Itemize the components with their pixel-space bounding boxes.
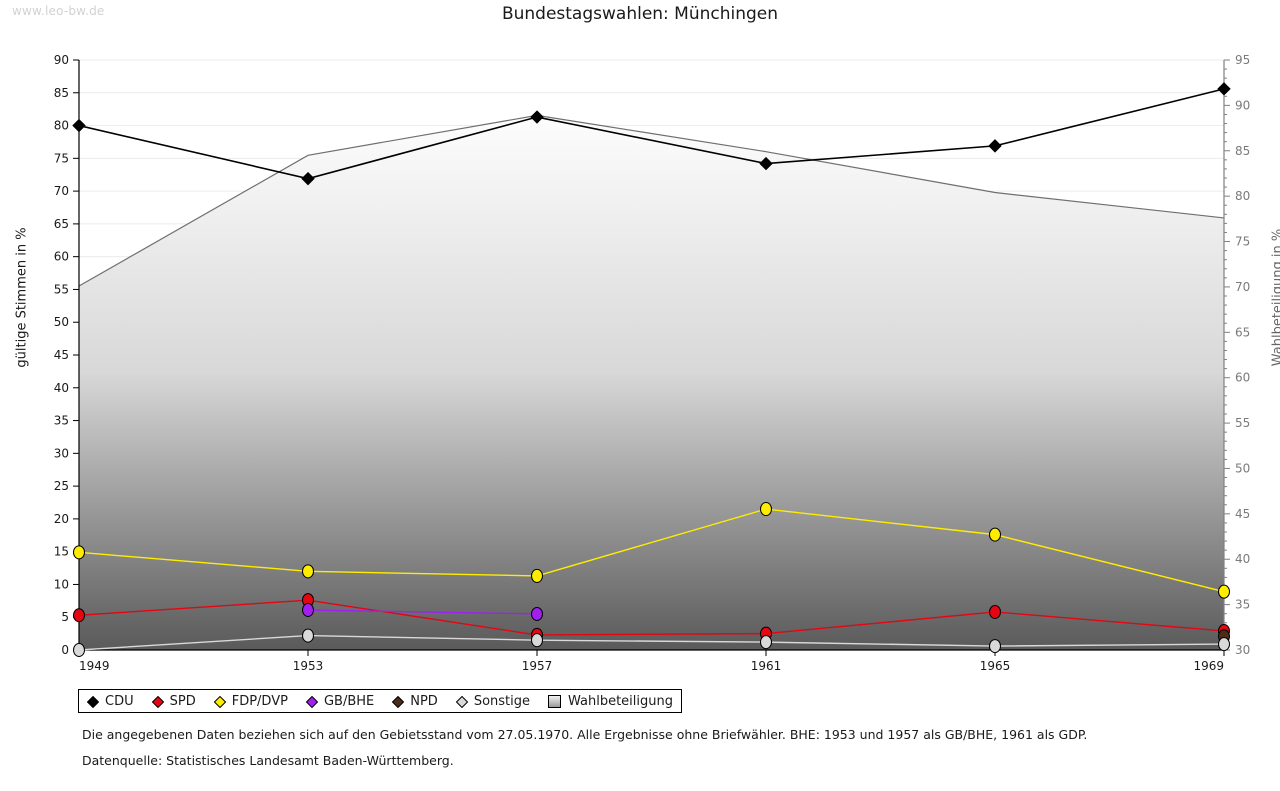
svg-text:30: 30 — [1235, 643, 1250, 657]
legend-square-icon — [548, 694, 561, 708]
svg-text:65: 65 — [54, 217, 69, 231]
legend-item-spd[interactable]: SPD — [151, 693, 196, 709]
svg-text:60: 60 — [1235, 371, 1250, 385]
svg-text:20: 20 — [54, 512, 69, 526]
svg-text:55: 55 — [54, 282, 69, 296]
legend-item-npd[interactable]: NPD — [392, 695, 438, 708]
legend-diamond-icon — [213, 695, 226, 708]
axis-tick-labels: 0 5 10 15 20 25 30 35 40 45 50 55 60 65 70 75 80 85 90 30 35… — [54, 53, 1251, 673]
legend-item-label: Sonstige — [473, 693, 530, 709]
note-datenquelle: Datenquelle: Statistisches Landesamt Bad… — [82, 753, 454, 768]
svg-text:1969: 1969 — [1193, 659, 1224, 673]
svg-text:90: 90 — [1235, 98, 1250, 112]
legend-item-sonstige[interactable]: Sonstige — [455, 693, 530, 709]
svg-text:40: 40 — [54, 381, 69, 395]
svg-text:0: 0 — [61, 643, 69, 657]
svg-text:50: 50 — [54, 315, 69, 329]
svg-text:85: 85 — [1235, 144, 1250, 158]
watermark: www.leo-bw.de — [12, 4, 105, 18]
svg-text:1957: 1957 — [522, 659, 553, 673]
svg-text:90: 90 — [54, 53, 69, 67]
svg-text:15: 15 — [54, 545, 69, 559]
svg-text:35: 35 — [1235, 598, 1250, 612]
legend-item-label: NPD — [410, 693, 438, 709]
svg-text:80: 80 — [1235, 189, 1250, 203]
wahlbeteiligung-area — [78, 114, 1225, 650]
svg-text:1953: 1953 — [293, 659, 324, 673]
legend-diamond-icon — [455, 695, 469, 708]
legend-item-fdp-dvp[interactable]: FDP/DVP — [213, 693, 288, 709]
page-title: Bundestagswahlen: Münchingen — [501, 4, 779, 24]
svg-text:10: 10 — [54, 577, 69, 591]
svg-text:40: 40 — [1235, 552, 1250, 566]
svg-text:1949: 1949 — [79, 659, 110, 673]
legend-diamond-icon — [86, 695, 100, 708]
svg-text:75: 75 — [54, 151, 69, 165]
svg-text:1961: 1961 — [751, 659, 782, 673]
chart-legend: CDU SPD FDP/DVP GB/BHE NPD Sonstige Wahlbeteil… — [78, 689, 683, 713]
legend-diamond-icon — [151, 695, 164, 708]
svg-text:85: 85 — [54, 86, 69, 100]
svg-text:45: 45 — [54, 348, 69, 362]
svg-text:60: 60 — [54, 250, 69, 264]
svg-text:1965: 1965 — [980, 659, 1011, 673]
legend-item-label: GB/BHE — [323, 693, 375, 709]
svg-text:80: 80 — [54, 119, 69, 133]
series-lines — [72, 82, 1231, 657]
legend-item-label: CDU — [105, 693, 134, 709]
legend-item-gb-bhe[interactable]: GB/BHE — [305, 693, 375, 709]
legend-item-wahlbeteiligung[interactable]: Wahlbeteiligung — [548, 693, 674, 709]
svg-text:55: 55 — [1235, 416, 1250, 430]
note-gebietsstand: Die angegebenen Daten beziehen sich auf … — [82, 727, 1088, 742]
svg-text:25: 25 — [54, 479, 69, 493]
svg-text:45: 45 — [1235, 507, 1250, 521]
svg-text:70: 70 — [54, 184, 69, 198]
legend-item-label: Wahlbeteiligung — [568, 693, 674, 709]
svg-text:50: 50 — [1235, 461, 1250, 475]
svg-text:35: 35 — [54, 414, 69, 428]
svg-text:5: 5 — [61, 610, 69, 624]
svg-text:65: 65 — [1235, 325, 1250, 339]
legend-diamond-icon — [305, 695, 319, 708]
legend-item-cdu[interactable]: CDU — [86, 693, 134, 709]
svg-text:30: 30 — [54, 446, 69, 460]
legend-diamond-icon — [392, 695, 405, 708]
svg-text:75: 75 — [1235, 235, 1250, 249]
svg-text:70: 70 — [1235, 280, 1250, 294]
legend-item-label: FDP/DVP — [231, 693, 288, 709]
legend-item-label: SPD — [169, 693, 196, 709]
svg-text:95: 95 — [1235, 53, 1250, 67]
